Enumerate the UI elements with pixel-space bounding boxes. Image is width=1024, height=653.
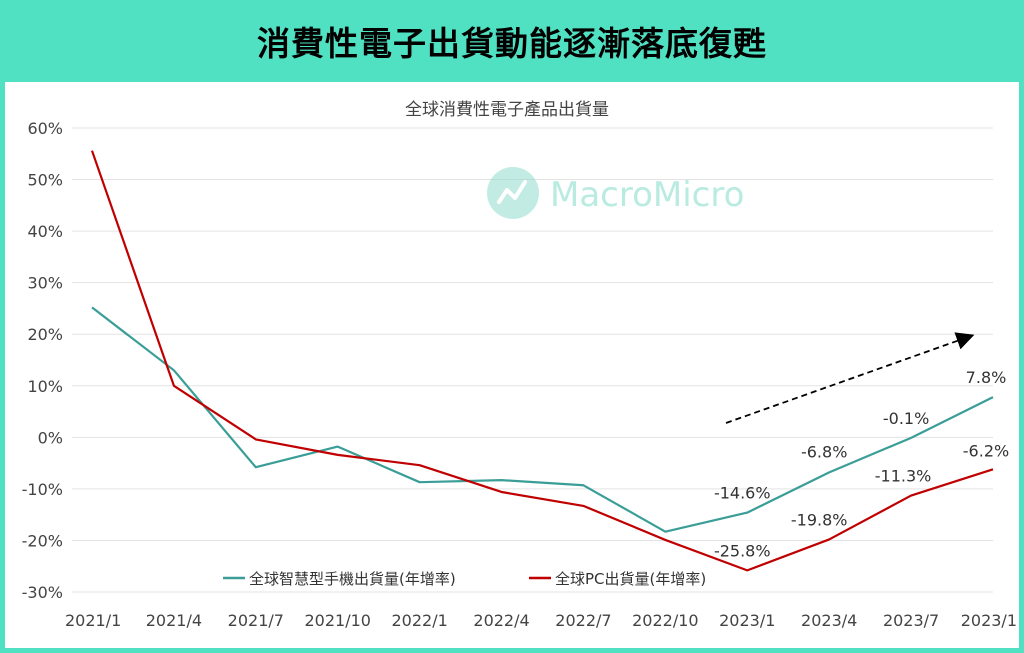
y-tick-label: 50%	[27, 171, 63, 190]
series-lines	[90, 150, 994, 572]
y-tick-label: 0%	[38, 428, 63, 447]
x-tick-label: 2021/1	[65, 611, 121, 630]
data-label: -11.3%	[875, 467, 932, 486]
series-line-1	[91, 306, 994, 533]
data-label: -19.8%	[791, 510, 848, 529]
data-label: -6.8%	[801, 442, 847, 461]
data-label: 7.8%	[966, 368, 1007, 387]
banner: 消費性電子出貨動能逐漸落底復甦	[0, 0, 1024, 82]
y-tick-label: 20%	[27, 325, 63, 344]
x-tick-label: 2022/1	[391, 611, 447, 630]
y-tick-label: 10%	[27, 377, 63, 396]
banner-title: 消費性電子出貨動能逐漸落底復甦	[257, 24, 767, 63]
data-label: -25.8%	[714, 541, 771, 560]
x-tick-label: 2022/7	[555, 611, 611, 630]
series-line-2	[90, 150, 994, 572]
watermark-text: MacroMicro	[550, 175, 744, 215]
y-axis-ticks: 60% 50% 40% 30% 20% 10% 0% -10% -20% -30%	[22, 119, 63, 602]
x-tick-label: 2021/4	[146, 611, 202, 630]
watermark: MacroMicro	[487, 167, 744, 219]
y-tick-label: 40%	[27, 222, 63, 241]
legend: 全球智慧型手機出貨量(年增率) 全球PC出貨量(年增率)	[223, 570, 706, 588]
x-tick-label: 2022/4	[473, 611, 529, 630]
y-tick-label: 30%	[27, 274, 63, 293]
line-chart: MacroMicro 全球消費性電子產品出貨量 60% 50% 40% 30% 20% 1…	[22, 100, 1017, 630]
x-tick-label: 2022/10	[632, 611, 698, 630]
data-label: -0.1%	[883, 409, 929, 428]
data-labels: -14.6% -6.8% -0.1% 7.8% -25.8% -19.8% -11.3% -6…	[714, 368, 1009, 560]
y-tick-label: -10%	[22, 480, 63, 499]
x-tick-label: 2023/1	[961, 611, 1017, 630]
legend-label: 全球智慧型手機出貨量(年增率)	[249, 570, 456, 588]
chart-title: 全球消費性電子產品出貨量	[405, 100, 609, 120]
watermark-logo-icon	[497, 180, 527, 204]
gridlines	[72, 127, 993, 593]
x-tick-label: 2023/1	[719, 611, 775, 630]
trend-arrow	[725, 332, 975, 424]
legend-label: 全球PC出貨量(年增率)	[555, 570, 706, 588]
chart-panel: MacroMicro 全球消費性電子產品出貨量 60% 50% 40% 30% 20% 1…	[5, 82, 1019, 648]
data-label: -6.2%	[963, 441, 1009, 460]
x-axis-ticks: 2021/1 2021/4 2021/7 2021/10 2022/1 2022/4 202…	[65, 611, 1017, 630]
x-tick-label: 2023/4	[801, 611, 857, 630]
watermark-logo	[487, 167, 539, 219]
y-tick-label: -20%	[22, 531, 63, 550]
x-tick-label: 2021/7	[228, 611, 284, 630]
y-tick-label: 60%	[27, 119, 63, 138]
data-label: -14.6%	[714, 484, 771, 503]
x-tick-label: 2023/7	[883, 611, 939, 630]
y-tick-label: -30%	[22, 583, 63, 602]
x-tick-label: 2021/10	[304, 611, 370, 630]
